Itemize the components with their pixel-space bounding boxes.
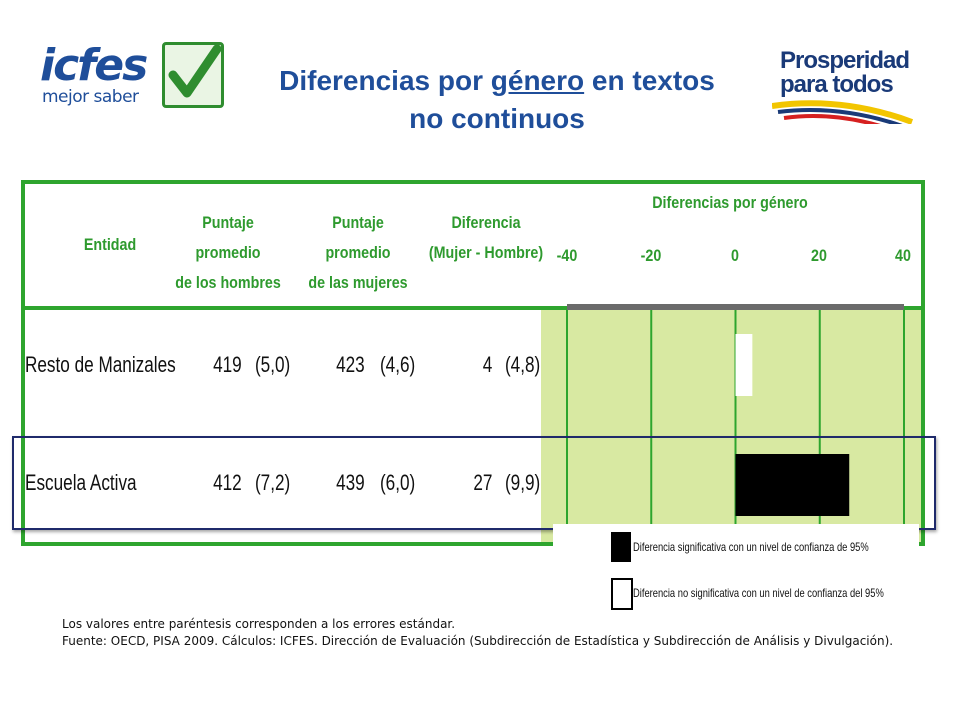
column-header-mujeres: Puntaje promedio de las mujeres: [308, 213, 408, 292]
header-divider: [21, 306, 925, 310]
difference-chart: [566, 304, 905, 546]
x-tick-label: 40: [895, 246, 911, 265]
column-header-diferencia: Diferencia (Mujer - Hombre): [428, 213, 544, 262]
row-hombres: 419: [213, 352, 242, 377]
row-hombres-se: (5,0): [254, 352, 290, 377]
icfes-logo-text: icfes: [40, 40, 148, 91]
bar-not-significant: [735, 334, 753, 396]
chart-background: [541, 310, 925, 546]
row-mujeres: 423: [336, 352, 365, 377]
column-header-hombres: Puntaje promedio de los hombres: [175, 213, 281, 292]
footnote-source: Fuente: OECD, PISA 2009. Cálculos: ICFES…: [62, 634, 894, 648]
row-entidad: Escuela Activa: [25, 470, 137, 495]
icfes-logo-subtext: mejor saber: [42, 87, 139, 107]
column-header-diferencias-genero: Diferencias por género: [652, 193, 808, 212]
legend-significant-swatch: [611, 532, 631, 562]
row-highlight-box: [12, 436, 936, 530]
para-todos-text: para todos: [780, 71, 894, 98]
row-diferencia: 27: [472, 470, 492, 495]
row-hombres: 412: [213, 470, 242, 495]
title-underlined-word: género: [490, 65, 585, 96]
column-header-entidad: Entidad: [83, 235, 137, 254]
row-diferencia: 4: [482, 352, 492, 377]
bar-significant: [735, 454, 850, 516]
row-mujeres: 439: [336, 470, 365, 495]
legend-significant-label: Diferencia significativa con un nivel de…: [633, 540, 869, 554]
prosperidad-text: Prosperidad: [780, 47, 910, 74]
x-tick-label: 0: [731, 246, 739, 265]
row-diferencia-se: (9,9): [504, 470, 540, 495]
row-hombres-se: (7,2): [254, 470, 290, 495]
x-tick-label: 20: [811, 246, 827, 265]
table-frame: [21, 180, 925, 546]
page-title: Diferencias por género en textos no cont…: [279, 65, 715, 134]
checkmark-icon: [162, 42, 224, 108]
row-entidad: Resto de Manizales: [25, 352, 176, 377]
row-mujeres-se: (4,6): [379, 352, 415, 377]
legend-not-significant-swatch: [611, 578, 633, 610]
legend-not-significant-label: Diferencia no significativa con un nivel…: [633, 586, 884, 600]
row-mujeres-se: (6,0): [379, 470, 415, 495]
x-tick-label: -40: [556, 246, 578, 265]
plot-top-border: [567, 304, 904, 310]
footnote-standard-errors: Los valores entre paréntesis corresponde…: [62, 617, 456, 631]
x-tick-label: -20: [640, 246, 662, 265]
row-diferencia-se: (4,8): [504, 352, 540, 377]
